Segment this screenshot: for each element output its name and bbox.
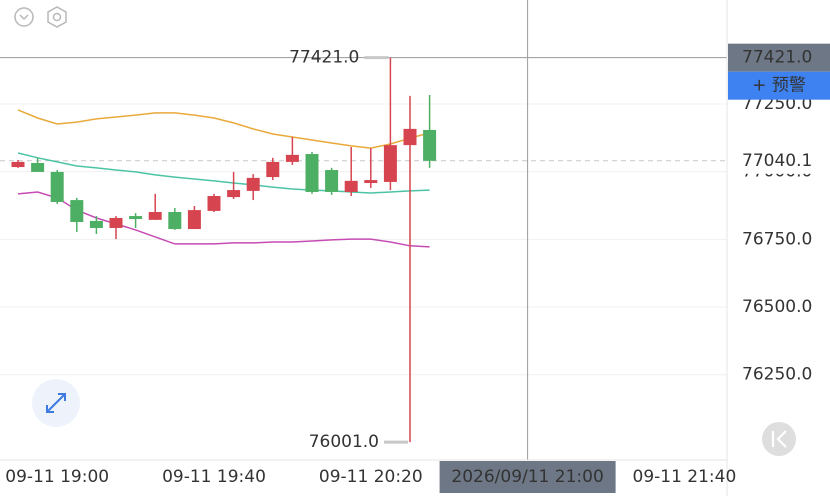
annotation-label: 76001.0 <box>309 432 379 452</box>
y-tick-label: 76750.0 <box>742 229 812 249</box>
x-tick-label: 09-11 21:40 <box>633 467 737 487</box>
x-tick-label: 09-11 20:20 <box>319 467 423 487</box>
expand-button[interactable] <box>32 379 80 427</box>
crosshair-y-label: 77421.0 <box>742 48 812 68</box>
last-price-box <box>729 147 830 174</box>
candle-body <box>246 177 260 191</box>
indicator-line <box>17 152 430 194</box>
indicator-line <box>17 191 430 248</box>
axis: 76250.076500.076750.077000.077250.009-11… <box>5 43 830 493</box>
alert-button-label[interactable]: + 预警 <box>752 76 806 96</box>
indicator-line <box>17 109 430 149</box>
candle-body <box>344 180 358 192</box>
x-tick-label: 09-11 19:00 <box>5 467 109 487</box>
y-tick-label: 76500.0 <box>742 297 812 317</box>
candle-body <box>148 211 162 220</box>
candle-body <box>187 210 201 230</box>
crosshair-x-box <box>439 461 616 493</box>
alert-button-bg[interactable] <box>728 71 830 100</box>
alert-button[interactable]: + 预警 <box>728 71 830 100</box>
candle-body <box>207 196 221 211</box>
candle-body <box>364 180 378 184</box>
last-price-label: 77040.1 <box>742 151 812 171</box>
annotation-label: 77421.0 <box>289 48 359 68</box>
plot-area: 77421.0 76001.0 <box>11 48 437 452</box>
x-tick-label: 09-11 19:40 <box>162 467 266 487</box>
candle-body <box>89 220 103 228</box>
candle-body <box>50 171 64 202</box>
candle-body <box>227 190 241 198</box>
candle-body <box>31 162 45 172</box>
candle-body <box>403 128 417 146</box>
candle-body <box>266 161 280 178</box>
collapse-button[interactable] <box>14 7 34 27</box>
y-tick-label: 76250.0 <box>742 365 812 385</box>
back-to-latest-button[interactable] <box>762 422 796 456</box>
crosshair-x-label: 2026/09/11 21:00 <box>451 467 603 487</box>
candle-body <box>109 217 123 228</box>
candle-body <box>305 154 319 192</box>
candle-body <box>129 216 143 220</box>
candle-body <box>70 200 84 223</box>
crosshair-y-box <box>728 43 830 72</box>
candle-body <box>11 161 25 168</box>
candle-body <box>423 129 437 161</box>
candle-body <box>168 211 182 230</box>
candle-body <box>285 154 299 162</box>
candle-body <box>325 170 339 192</box>
settings-button[interactable] <box>47 6 67 28</box>
candle-body <box>383 145 397 182</box>
